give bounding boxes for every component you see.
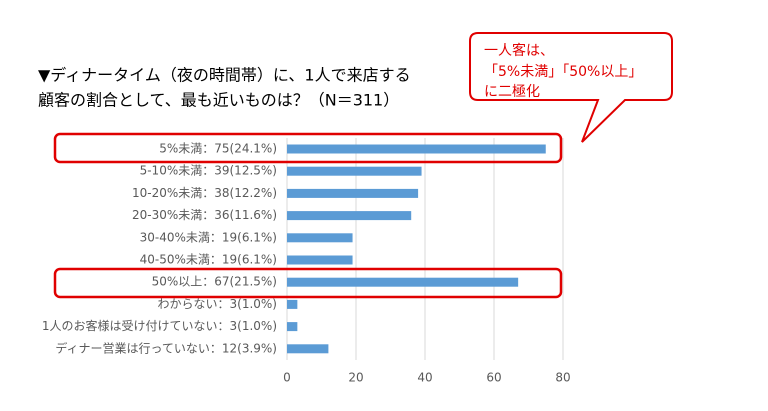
annotation: 「5%未満」「50%以上」 (484, 64, 642, 80)
x-tick-label: 0 (283, 371, 291, 385)
plot: 0 20 40 60 80 5%未満：75(24.1%) 5-10%未満：39(12.5%)… (42, 138, 571, 385)
y-tick-label: 5%未満：75(24.1%) (159, 142, 277, 156)
y-tick-label: わからない：3(1.0%) (158, 297, 278, 311)
y-tick-label: 20-30%未満：36(11.6%) (132, 208, 277, 222)
x-tick-label: 80 (555, 371, 570, 385)
y-tick-label: 1人のお客様は受け付けていない：3(1.0%) (42, 318, 277, 333)
y-tick-label: 50%以上：67(21.5%) (152, 275, 277, 289)
bar (287, 299, 298, 309)
bar (287, 322, 298, 332)
x-tick-label: 60 (486, 371, 501, 385)
annotation: に二極化 (484, 84, 540, 100)
bar (287, 166, 422, 176)
x-tick-label: 40 (417, 371, 432, 385)
chart-title: ▼ディナータイム（夜の時間帯）に、1人で来店する (38, 66, 411, 85)
bar (287, 211, 412, 221)
y-tick-label: 5-10%未満：39(12.5%) (140, 164, 277, 178)
annotation: 一人客は、 (484, 42, 554, 59)
bar (287, 233, 353, 243)
y-tick-label: ディナー営業は行っていない：12(3.9%) (55, 340, 277, 355)
y-tick-label: 30-40%未満：19(6.1%) (140, 230, 277, 244)
chart-title: 顧客の割合として、最も近いものは？（N＝311） (38, 91, 399, 110)
bar (287, 277, 519, 287)
x-tick-label: 20 (348, 371, 363, 385)
highlight-box (53, 132, 563, 164)
bar (287, 344, 329, 354)
bar (287, 144, 546, 154)
y-tick-label: 40-50%未満：19(6.1%) (140, 253, 277, 267)
callout (469, 32, 673, 143)
bar (287, 255, 353, 265)
highlight-box (53, 267, 563, 299)
y-tick-label: 10-20%未満：38(12.2%) (132, 186, 277, 200)
bar (287, 188, 419, 198)
